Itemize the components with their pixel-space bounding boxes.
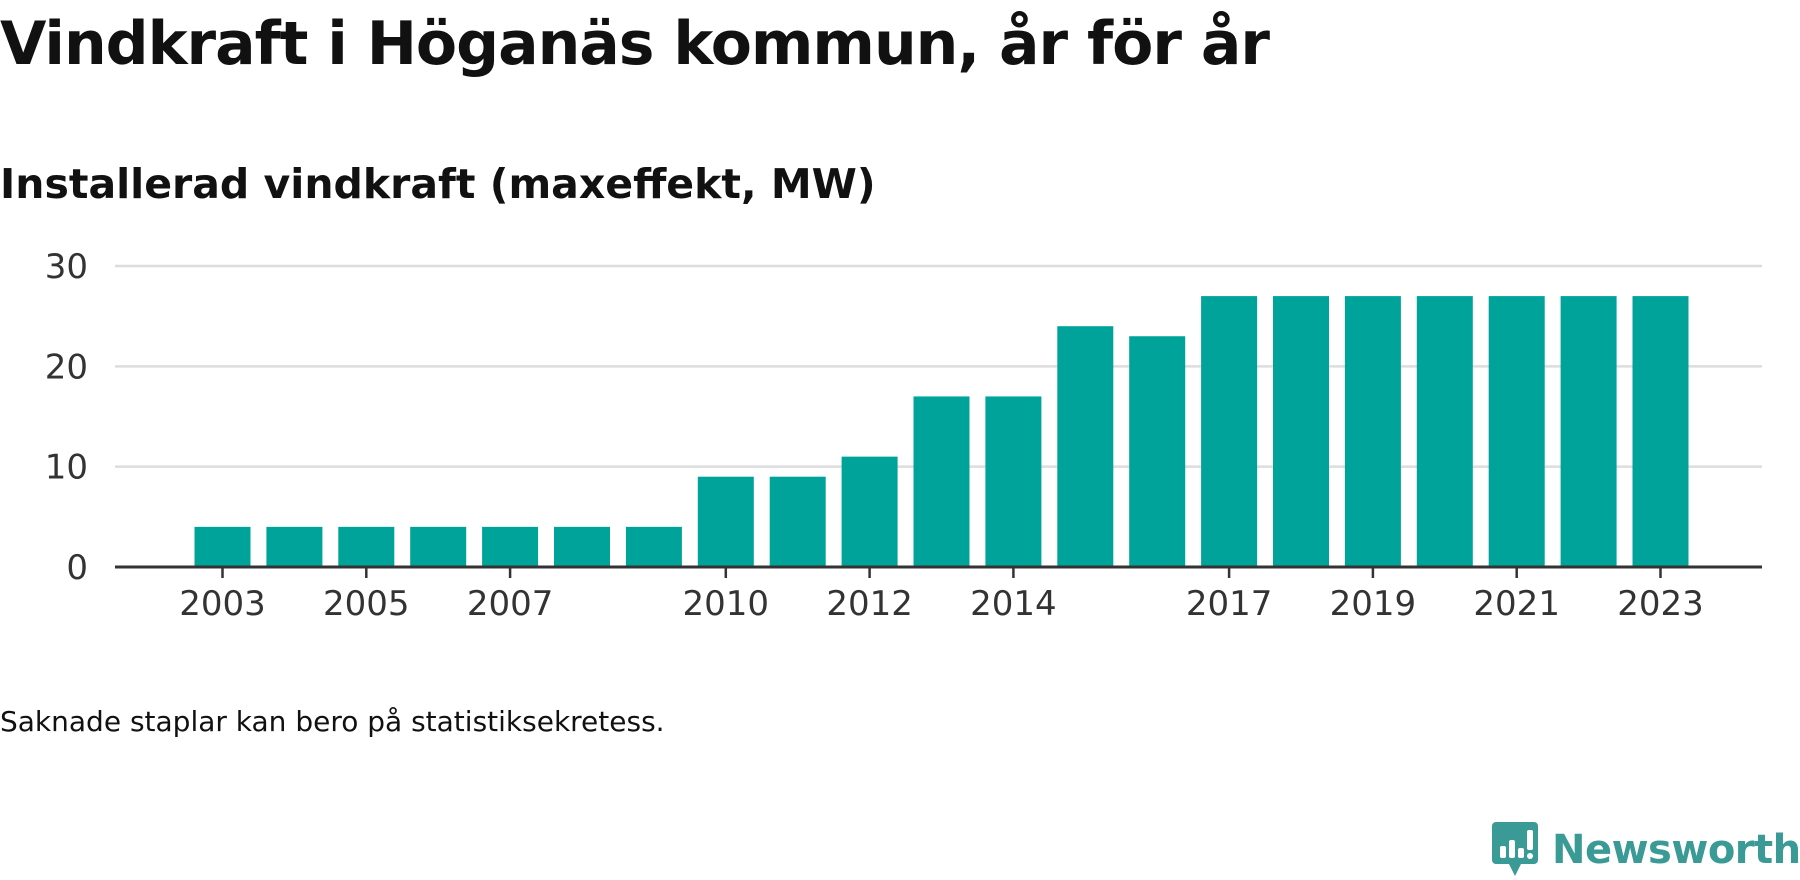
bar [697, 476, 754, 567]
x-tick-label: 2019 [1330, 584, 1417, 624]
y-tick-label: 0 [66, 548, 88, 588]
y-axis-labels: 0 10 20 30 [45, 247, 88, 588]
y-tick-label: 30 [45, 247, 88, 287]
bar [194, 526, 251, 567]
x-tick-label: 2021 [1473, 584, 1560, 624]
bar-chart: 0 10 20 30 2003 2005 2007 2010 2012 2014 2017 2019… [45, 247, 1762, 624]
x-tick-label: 2007 [467, 584, 554, 624]
bar [1488, 296, 1545, 567]
bar [410, 526, 467, 567]
bar [841, 456, 898, 567]
bar [985, 396, 1042, 567]
bar [1632, 296, 1689, 567]
chart-subtitle: Installerad vindkraft (maxeffekt, MW) [0, 160, 876, 208]
logo-text: Newsworthy [1552, 827, 1800, 873]
bar [1057, 326, 1114, 567]
x-tick-label: 2003 [179, 584, 266, 624]
x-tick-label: 2017 [1186, 584, 1273, 624]
bar [338, 526, 395, 567]
x-tick-label: 2023 [1617, 584, 1704, 624]
x-tick-label: 2012 [826, 584, 913, 624]
y-tick-label: 20 [45, 347, 88, 387]
bar [266, 526, 323, 567]
bar [482, 526, 539, 567]
bar [1273, 296, 1329, 567]
x-tick-label: 2005 [323, 584, 410, 624]
newsworthy-logo-icon [1492, 822, 1538, 876]
bars [194, 296, 1689, 567]
bar [625, 526, 682, 567]
newsworthy-logo: Newsworthy [1490, 820, 1800, 880]
x-tick-label: 2010 [683, 584, 770, 624]
bar [1129, 336, 1186, 567]
x-tick-label: 2014 [970, 584, 1057, 624]
bar [913, 396, 970, 567]
bar [1416, 296, 1473, 567]
bar [554, 526, 610, 567]
bar [1201, 296, 1258, 567]
chart-title: Vindkraft i Höganäs kommun, år för år [0, 9, 1270, 79]
footnote: Saknade staplar kan bero på statistiksek… [0, 705, 665, 738]
bar [1344, 296, 1401, 567]
bar [1560, 296, 1617, 567]
x-axis-labels: 2003 2005 2007 2010 2012 2014 2017 2019 2021 2023 [179, 584, 1704, 624]
bar [769, 476, 826, 567]
x-axis-ticks [221, 567, 1662, 578]
y-tick-label: 10 [45, 448, 88, 488]
